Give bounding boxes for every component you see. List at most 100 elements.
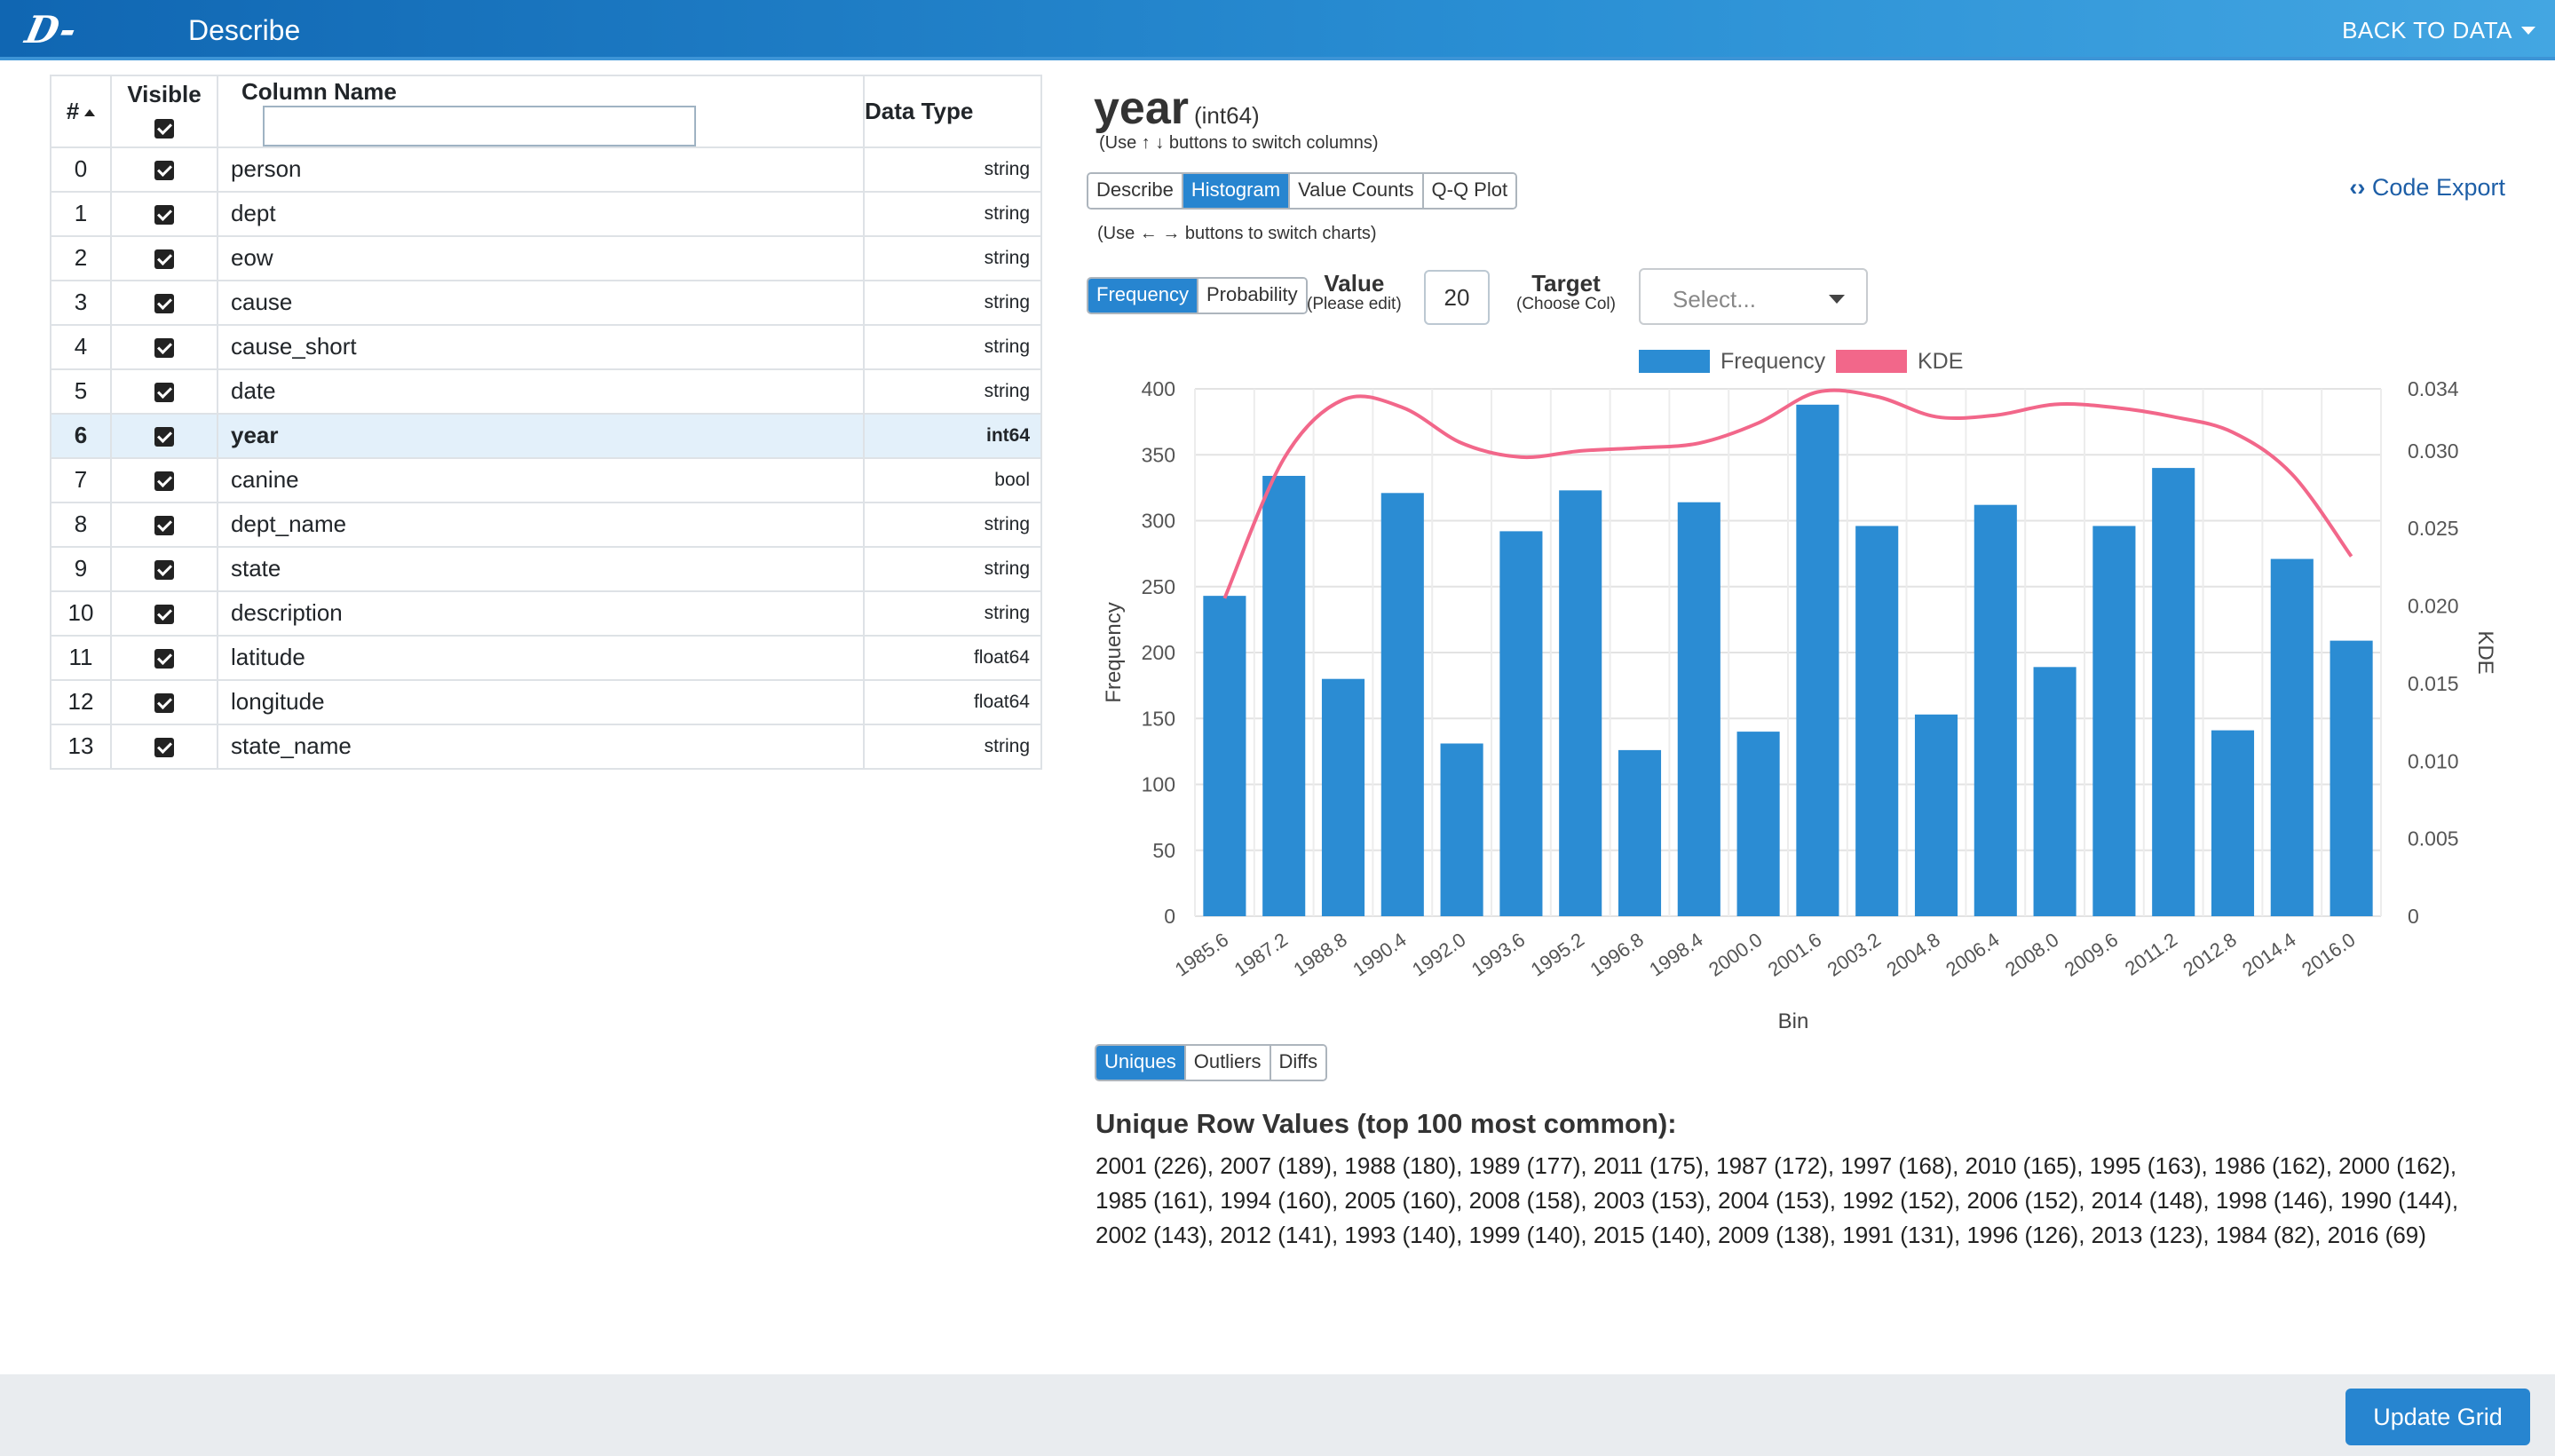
tab-diffs[interactable]: Diffs [1270, 1046, 1326, 1080]
value-label: Value (Please edit) [1307, 270, 1402, 314]
table-row[interactable]: 12 longitude float64 [50, 678, 1042, 725]
visible-checkbox[interactable] [154, 605, 174, 625]
x-tick-label: 1988.8 [1289, 929, 1350, 981]
table-row[interactable]: 5 date string [50, 368, 1042, 415]
table-row[interactable]: 2 eow string [50, 234, 1042, 281]
table-row[interactable]: 7 canine bool [50, 456, 1042, 503]
row-data-type: bool [863, 456, 1042, 503]
row-data-type: string [863, 190, 1042, 237]
update-grid-button[interactable]: Update Grid [2345, 1389, 2530, 1445]
histogram-bar [1559, 490, 1602, 916]
row-column-name: date [217, 368, 865, 415]
page-title: Describe [188, 14, 301, 46]
x-tick-label: 2003.2 [1823, 929, 1885, 981]
mode-probability[interactable]: Probability [1198, 279, 1306, 313]
row-index: 0 [50, 146, 112, 193]
tab-uniques[interactable]: Uniques [1096, 1046, 1186, 1080]
target-column-select[interactable]: Select... [1639, 268, 1868, 325]
code-export-label: Code Export [2371, 174, 2505, 201]
histogram-bar [1677, 502, 1720, 916]
table-header-row: # Visible Column Name Data Type [50, 75, 1042, 148]
x-tick-label: 2014.4 [2238, 929, 2299, 981]
row-data-type: string [863, 323, 1042, 370]
value-label-text: Value [1324, 270, 1385, 297]
row-index: 7 [50, 456, 112, 503]
row-column-name: latitude [217, 634, 865, 681]
visible-checkbox[interactable] [154, 471, 174, 492]
table-row[interactable]: 6 year int64 [50, 412, 1042, 459]
table-row[interactable]: 3 cause string [50, 279, 1042, 326]
column-name-filter-input[interactable] [263, 105, 696, 146]
value-sublabel: (Please edit) [1307, 295, 1402, 314]
table-row[interactable]: 1 dept string [50, 190, 1042, 237]
kde-line [1222, 388, 2353, 599]
table-row[interactable]: 10 description string [50, 590, 1042, 637]
visible-checkbox[interactable] [154, 383, 174, 403]
bins-value-input[interactable]: 20 [1424, 270, 1490, 325]
y-tick-label: 100 [1142, 773, 1175, 796]
select-all-checkbox[interactable] [154, 119, 174, 139]
mode-frequency[interactable]: Frequency [1088, 279, 1198, 313]
back-to-data-button[interactable]: BACK TO DATA [2342, 17, 2512, 44]
row-visibility-cell [110, 501, 218, 548]
y-axis-title: Frequency [1102, 602, 1126, 702]
row-visibility-cell [110, 234, 218, 281]
caret-down-icon[interactable] [2521, 27, 2535, 35]
row-column-name: state [217, 545, 865, 592]
tab-value-counts[interactable]: Value Counts [1290, 174, 1424, 208]
x-tick-label: 2006.4 [1942, 929, 2003, 981]
target-label: Target (Choose Col) [1516, 271, 1616, 314]
visible-checkbox[interactable] [154, 294, 174, 314]
tab-histogram[interactable]: Histogram [1183, 174, 1291, 208]
table-row[interactable]: 11 latitude float64 [50, 634, 1042, 681]
table-row[interactable]: 13 state_name string [50, 723, 1042, 770]
target-select-placeholder: Select... [1673, 286, 1756, 313]
row-data-type: string [863, 501, 1042, 548]
row-visibility-cell [110, 323, 218, 370]
target-sublabel: (Choose Col) [1516, 295, 1616, 314]
dtale-logo[interactable]: D-TALE [12, 7, 172, 98]
x-tick-label: 1998.4 [1645, 929, 1706, 981]
chevron-down-icon [1829, 295, 1845, 304]
row-data-type: string [863, 234, 1042, 281]
column-list-table: # Visible Column Name Data Type 0 person s… [50, 75, 1042, 770]
histogram-bar [2330, 640, 2373, 916]
visible-checkbox[interactable] [154, 560, 174, 581]
histogram-bar [2092, 526, 2136, 916]
x-tick-label: 1987.2 [1230, 929, 1292, 981]
visible-checkbox[interactable] [154, 249, 174, 270]
visible-checkbox[interactable] [154, 427, 174, 447]
table-row[interactable]: 9 state string [50, 545, 1042, 592]
x-tick-label: 2011.2 [2121, 929, 2181, 980]
row-data-type: string [863, 146, 1042, 193]
histogram-bar [1855, 526, 1899, 916]
row-visibility-cell [110, 456, 218, 503]
code-export-button[interactable]: ‹› Code Export [2349, 174, 2505, 202]
visible-checkbox[interactable] [154, 161, 174, 181]
visible-checkbox[interactable] [154, 338, 174, 359]
tab-q-q-plot[interactable]: Q-Q Plot [1423, 174, 1516, 208]
histogram-bar [1796, 404, 1839, 916]
x-tick-label: 2001.6 [1764, 929, 1825, 981]
visible-checkbox[interactable] [154, 205, 174, 226]
visible-checkbox[interactable] [154, 693, 174, 714]
x-tick-label: 2000.0 [1705, 929, 1766, 981]
top-navbar: D-TALE Describe BACK TO DATA [0, 0, 2555, 98]
visible-checkbox[interactable] [154, 738, 174, 758]
visible-checkbox[interactable] [154, 649, 174, 669]
x-tick-label: 1996.8 [1586, 929, 1647, 981]
table-row[interactable]: 0 person string [50, 146, 1042, 193]
row-column-name: state_name [217, 723, 865, 770]
row-data-type: float64 [863, 634, 1042, 681]
histogram-mode-toggle: Frequency Probability [1087, 277, 1308, 314]
tab-outliers[interactable]: Outliers [1185, 1046, 1271, 1080]
table-row[interactable]: 8 dept_name string [50, 501, 1042, 548]
table-row[interactable]: 4 cause_short string [50, 323, 1042, 370]
visible-checkbox[interactable] [154, 516, 174, 536]
row-column-name: dept_name [217, 501, 865, 548]
x-tick-label: 1985.6 [1171, 929, 1232, 981]
x-tick-label: 2016.0 [2298, 929, 2359, 981]
histogram-chart: 0 50 100 150 200 250 300 350 400 0 0.005 0.010 0.015… [1102, 349, 2497, 1033]
index-header[interactable]: # [50, 75, 112, 148]
tab-describe[interactable]: Describe [1088, 174, 1183, 208]
